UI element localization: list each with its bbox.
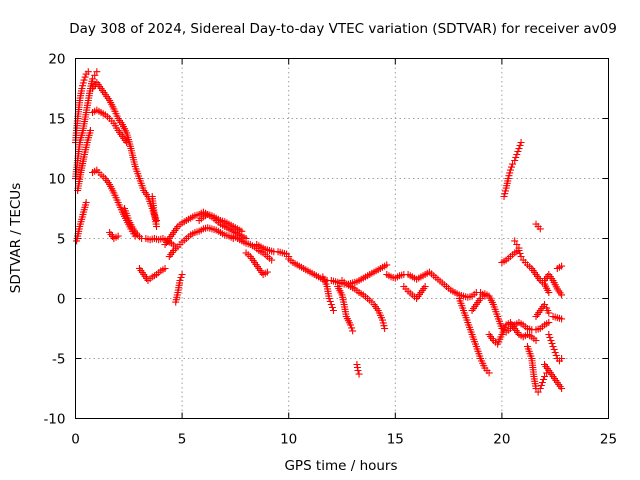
data-point [558,262,566,270]
plot-frame [75,58,609,419]
data-point [326,298,334,305]
data-point [515,145,523,152]
x-axis-label: GPS time / hours [284,458,397,474]
data-point [513,151,521,158]
x-tick-label: 20 [493,432,510,448]
data-point [506,166,514,174]
y-tick-label: 20 [48,52,65,68]
data-point [349,327,357,335]
y-tick-label: 5 [57,232,66,248]
data-point [485,369,493,377]
data-point [347,321,355,329]
data-point [552,352,560,359]
data-point [538,379,546,386]
x-tick-label: 0 [71,432,80,448]
y-tick-label: 15 [48,112,65,128]
y-tick-label: -10 [43,412,65,428]
y-tick-label: 0 [57,292,66,308]
data-point [558,291,566,299]
data-point [178,271,186,278]
data-point [381,325,389,332]
data-point [354,367,362,374]
data-point [541,301,549,308]
data-point [546,334,554,341]
data-point [89,75,97,83]
data-point [177,274,185,281]
data-point [558,315,566,323]
x-tick-labels: 0 5 10 15 20 25 [71,432,617,448]
data-point [325,295,333,302]
data-point [539,376,547,383]
data-point [517,253,525,260]
data-point [82,199,90,206]
data-point [80,76,88,84]
data-point [114,232,122,240]
data-point [153,223,161,230]
data-point [545,331,553,338]
data-point [91,71,99,79]
data-point [421,283,429,290]
data-point [514,148,522,155]
data-point [537,382,545,389]
data-point [123,139,131,146]
y-tick-labels: -10 -5 0 5 10 15 20 [43,52,65,428]
data-point [545,289,553,296]
data-point [327,301,335,308]
data-point [536,385,544,392]
y-tick-label: -5 [52,352,65,368]
chart-title: Day 308 of 2024, Sidereal Day-to-day VTE… [69,21,617,37]
x-tick-label: 5 [178,432,187,448]
data-point [238,227,246,235]
data-point [507,163,515,171]
data-markers [72,68,566,396]
data-point [551,349,559,356]
data-point [545,319,553,326]
data-point [509,160,517,168]
data-point [383,261,391,269]
data-point [268,256,276,264]
data-point [550,346,558,353]
x-tick-label: 15 [387,432,404,448]
data-point [536,225,544,233]
data-point [545,309,553,317]
data-point [84,68,92,76]
data-point [161,265,169,272]
data-point [348,324,356,332]
data-point [81,73,89,81]
data-point [512,154,520,161]
x-tick-label: 10 [280,432,297,448]
data-point [532,337,540,344]
data-point [547,337,555,344]
data-point [534,388,542,396]
y-axis-label: SDTVAR / TECUs [8,183,24,293]
data-point [516,250,524,257]
data-point [86,127,94,134]
data-point [549,343,557,350]
x-tick-label: 25 [600,432,617,448]
data-point [515,244,523,252]
data-point [516,142,524,149]
data-point [328,304,336,311]
data-point [355,370,363,378]
data-point [558,355,566,362]
data-point [541,373,549,380]
data-point [513,241,521,248]
data-point [511,237,519,245]
data-point [263,268,271,276]
y-tick-label: 10 [48,172,65,188]
data-point [517,139,525,146]
data-point [511,157,519,164]
data-point [548,340,556,347]
data-point [93,68,101,76]
data-point [558,385,566,392]
data-point [176,277,184,284]
data-point [329,307,337,314]
